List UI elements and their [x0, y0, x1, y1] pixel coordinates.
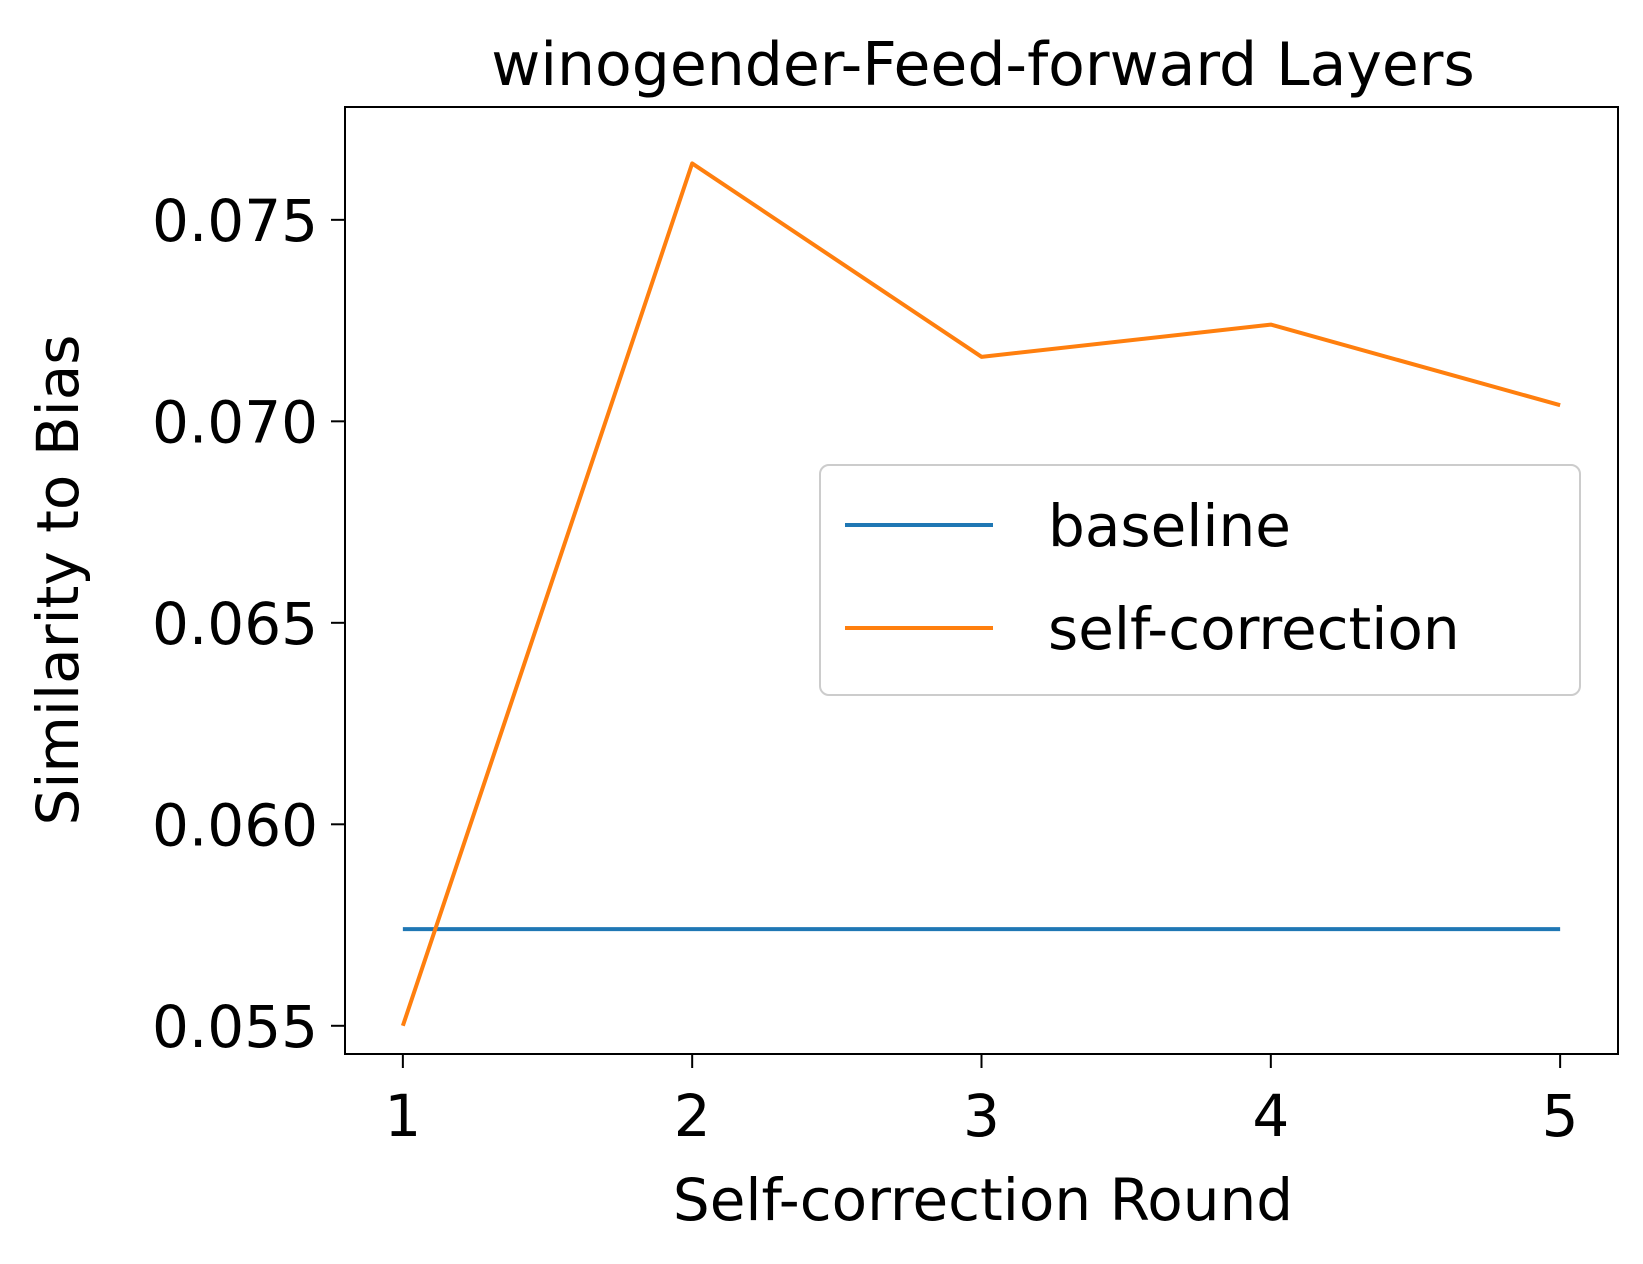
y-tick-label: 0.075 — [152, 187, 318, 255]
chart-title: winogender-Feed-forward Layers — [491, 30, 1474, 100]
x-tick-label: 5 — [1542, 1082, 1579, 1150]
legend-items: baseline self-correction — [845, 492, 1460, 663]
x-axis: 1 2 3 4 5 — [384, 1054, 1579, 1150]
y-tick-label: 0.070 — [152, 388, 318, 456]
x-tick-label: 3 — [963, 1082, 1000, 1150]
y-tick-label: 0.060 — [152, 791, 318, 859]
y-axis: 0.055 0.060 0.065 0.070 0.075 — [152, 187, 345, 1061]
y-tick-label: 0.055 — [152, 993, 318, 1061]
x-tick-label: 1 — [384, 1082, 421, 1150]
y-tick-label: 0.065 — [152, 590, 318, 658]
legend-label-0: baseline — [1048, 492, 1291, 560]
y-axis-label: Similarity to Bias — [24, 335, 92, 826]
x-axis-label: Self-correction Round — [673, 1166, 1293, 1234]
legend-box — [819, 464, 1581, 696]
x-tick-label: 2 — [674, 1082, 711, 1150]
legend-label-1: self-correction — [1048, 595, 1460, 663]
legend: baseline self-correction — [819, 464, 1581, 696]
series-layer — [400, 161, 1561, 1027]
x-tick-label: 4 — [1252, 1082, 1289, 1150]
series-line-1 — [400, 161, 1561, 1027]
